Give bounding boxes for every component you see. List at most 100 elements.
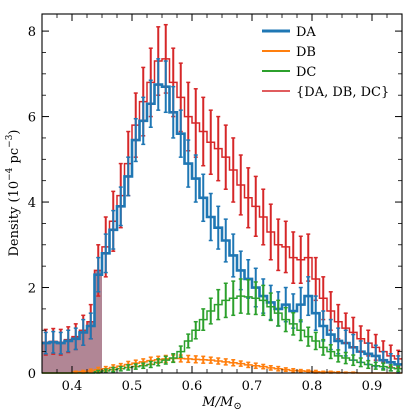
errorbar-dc: [223, 282, 228, 319]
errorbar-dc: [313, 331, 318, 351]
errorbar-dc: [268, 292, 273, 322]
errorbar-da: [186, 139, 191, 188]
errorbar-dc: [126, 364, 131, 371]
errorbar-da: [126, 156, 131, 197]
errorbar-dc: [306, 326, 311, 347]
errorbar-dc: [141, 362, 146, 370]
y-axis-title-unit: pc: [7, 148, 22, 168]
errorbar-dc: [366, 359, 371, 370]
errorbar-da: [51, 330, 56, 354]
errorbar-da: [313, 295, 318, 332]
errorbar-db: [298, 368, 303, 373]
errorbar-dadbdc: [238, 154, 243, 216]
errorbar-dadbdc: [216, 115, 221, 182]
errorbar-dc: [201, 308, 206, 332]
y-tick-label: 6: [28, 111, 36, 126]
y-axis-title: Density (10−4 pc−3): [5, 129, 22, 256]
errorbar-dc: [351, 354, 356, 367]
errorbar-dc: [238, 278, 243, 314]
errorbar-dc: [373, 361, 378, 370]
shaded-bin: [94, 270, 102, 373]
errorbar-dadbdc: [208, 109, 213, 176]
errorbar-da: [223, 218, 228, 263]
errorbar-da: [88, 312, 93, 340]
x-tick-label: 0.8: [302, 379, 323, 394]
shaded-bin: [57, 342, 65, 373]
errorbar-da: [171, 85, 176, 139]
errorbar-db: [238, 360, 243, 367]
x-axis-title: M/M⊙: [201, 395, 241, 412]
errorbar-dc: [148, 360, 153, 369]
errorbar-da: [111, 209, 116, 250]
shaded-region-layer: [42, 270, 102, 373]
errorbar-db: [283, 367, 288, 373]
errorbar-da: [231, 233, 236, 278]
errorbar-dadbdc: [246, 167, 251, 229]
x-axis: 0.4 0.5 0.6 0.7 0.8 0.9: [41, 14, 403, 394]
errorbar-dc: [328, 344, 333, 360]
errorbar-dc: [253, 281, 258, 316]
y-tick-label: 0: [28, 367, 36, 382]
errorbar-dadbdc: [298, 235, 303, 284]
errorbar-dc: [336, 349, 341, 363]
errorbar-da: [178, 109, 183, 158]
errorbar-dadbdc: [283, 220, 288, 274]
x-axis-title-main: M/M: [201, 395, 234, 410]
errorbar-da: [73, 327, 78, 351]
series-line-da: [42, 83, 402, 366]
errorbar-dc: [216, 288, 221, 321]
errorbar-dadbdc: [201, 96, 206, 167]
errorbar-dadbdc: [268, 203, 273, 261]
errorbar-db: [223, 358, 228, 366]
series-line-db: [42, 357, 402, 374]
legend-label-db: DB: [296, 45, 316, 60]
errorbar-layer: [43, 23, 401, 374]
errorbar-da: [163, 60, 168, 114]
errorbar-da: [66, 329, 71, 353]
errorbar-da: [201, 173, 206, 223]
errorbar-db: [276, 365, 281, 372]
errorbar-dc: [133, 363, 138, 370]
y-axis-title-prefix: Density (10: [7, 181, 22, 257]
errorbar-dc: [381, 362, 386, 371]
shaded-bin: [64, 339, 72, 373]
legend-item-da: DA: [262, 25, 316, 40]
x-tick-label: 0.6: [182, 379, 203, 394]
errorbar-dc: [343, 351, 348, 365]
legend-label-dc: DC: [296, 65, 316, 80]
errorbar-db: [208, 356, 213, 364]
errorbar-db: [246, 361, 251, 369]
y-axis-title-sup2: −3: [5, 134, 15, 148]
errorbar-db: [193, 355, 198, 364]
x-axis-title-sub: ⊙: [233, 401, 241, 412]
errorbar-dc: [193, 320, 198, 340]
errorbar-db: [201, 355, 206, 364]
shaded-bin: [87, 321, 95, 373]
errorbar-dc: [246, 279, 251, 315]
errorbar-dc: [298, 319, 303, 342]
legend-label-all: {DA, DB, DC}: [296, 85, 389, 100]
legend-item-dc: DC: [262, 65, 316, 80]
errorbar-da: [81, 318, 86, 346]
shaded-bin: [42, 342, 50, 373]
errorbar-dc: [396, 365, 401, 373]
errorbar-db: [216, 357, 221, 365]
legend-label-da: DA: [296, 25, 316, 40]
errorbar-da: [216, 205, 221, 250]
errorbar-da: [133, 117, 138, 163]
errorbar-da: [193, 154, 198, 203]
shaded-bin: [72, 336, 80, 373]
errorbar-dadbdc: [253, 175, 258, 237]
errorbar-dc: [156, 358, 161, 367]
errorbar-dadbdc: [261, 188, 266, 246]
x-tick-label: 0.5: [122, 379, 143, 394]
shaded-bin: [49, 341, 57, 373]
y-tick-label: 8: [28, 25, 36, 40]
y-tick-label: 2: [28, 282, 36, 297]
errorbar-dc: [321, 338, 326, 356]
errorbar-dadbdc: [223, 124, 228, 190]
errorbar-dadbdc: [276, 218, 281, 272]
errorbar-dc: [118, 365, 123, 372]
x-tick-label: 0.7: [242, 379, 263, 394]
